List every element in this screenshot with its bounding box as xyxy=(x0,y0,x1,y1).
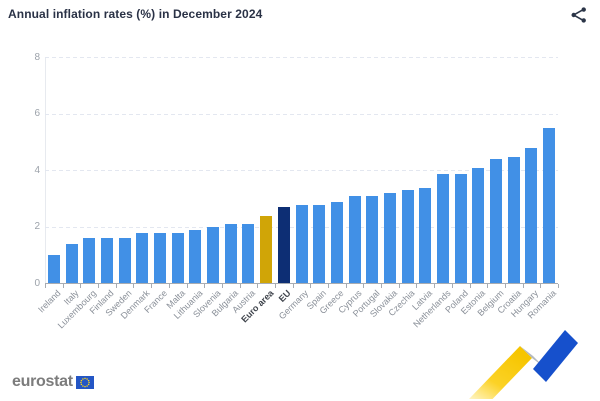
bar-euro-area[interactable] xyxy=(260,215,273,284)
y-axis-label-4: 4 xyxy=(34,164,40,176)
gridline-4 xyxy=(45,170,558,172)
bar-italy[interactable] xyxy=(65,244,78,284)
gridline-6 xyxy=(45,113,558,115)
x-axis-tick xyxy=(487,284,489,288)
y-axis-label-8: 8 xyxy=(34,51,40,63)
x-axis-tick xyxy=(204,284,206,288)
y-axis-label-2: 2 xyxy=(34,221,40,233)
gridline-8 xyxy=(45,57,558,59)
y-axis-label-0: 0 xyxy=(34,277,40,289)
x-axis-tick xyxy=(381,284,383,288)
bar-slovakia[interactable] xyxy=(383,193,396,284)
bar-croatia[interactable] xyxy=(507,156,520,284)
x-axis-tick xyxy=(98,284,100,288)
bar-finland[interactable] xyxy=(100,238,113,284)
share-icon xyxy=(571,7,586,23)
bar-cyprus[interactable] xyxy=(348,196,361,284)
x-axis-tick xyxy=(504,284,506,288)
bar-malta[interactable] xyxy=(171,232,184,284)
x-axis-tick xyxy=(292,284,294,288)
bar-hungary[interactable] xyxy=(525,148,538,284)
x-axis-tick xyxy=(274,284,276,288)
bar-bulgaria[interactable] xyxy=(224,224,237,284)
x-axis-tick xyxy=(45,284,46,288)
bar-eu[interactable] xyxy=(277,207,290,284)
bar-denmark[interactable] xyxy=(136,232,149,284)
x-axis-line xyxy=(45,283,558,284)
x-axis-tick xyxy=(451,284,453,288)
x-axis-tick xyxy=(151,284,153,288)
x-axis-tick xyxy=(434,284,436,288)
eurostat-wordmark: eurostat xyxy=(12,373,73,390)
x-axis-tick xyxy=(257,284,259,288)
x-axis-tick xyxy=(558,284,559,288)
bar-lithuania[interactable] xyxy=(189,229,202,284)
bar-spain[interactable] xyxy=(313,204,326,284)
bar-austria[interactable] xyxy=(242,224,255,284)
x-axis-tick xyxy=(221,284,223,288)
bar-netherlands[interactable] xyxy=(437,173,450,284)
x-axis-tick xyxy=(80,284,82,288)
x-axis-tick xyxy=(398,284,400,288)
x-axis-label-ireland: Ireland xyxy=(36,288,63,315)
x-axis-tick xyxy=(540,284,542,288)
chart-title: Annual inflation rates (%) in December 2… xyxy=(8,7,263,21)
eu-flag-icon xyxy=(75,375,94,389)
bar-romania[interactable] xyxy=(543,128,556,284)
x-axis-tick xyxy=(310,284,312,288)
bar-slovenia[interactable] xyxy=(207,227,220,284)
eurostat-logo-link[interactable]: eurostat xyxy=(12,373,94,391)
bar-estonia[interactable] xyxy=(472,167,485,284)
x-axis-tick xyxy=(363,284,365,288)
x-axis-tick xyxy=(62,284,64,288)
bar-poland[interactable] xyxy=(454,173,467,284)
bar-france[interactable] xyxy=(153,232,166,284)
bar-latvia[interactable] xyxy=(419,187,432,284)
bar-ireland[interactable] xyxy=(47,255,60,284)
x-axis-tick xyxy=(345,284,347,288)
x-axis-tick xyxy=(186,284,188,288)
x-axis-tick xyxy=(416,284,418,288)
bar-greece[interactable] xyxy=(330,201,343,284)
bar-sweden[interactable] xyxy=(118,238,131,284)
bar-portugal[interactable] xyxy=(366,196,379,284)
share-button[interactable] xyxy=(570,6,588,24)
x-axis-tick xyxy=(328,284,330,288)
x-axis-tick xyxy=(133,284,135,288)
x-axis-tick xyxy=(522,284,524,288)
x-axis-tick xyxy=(239,284,241,288)
bar-germany[interactable] xyxy=(295,204,308,284)
bar-luxembourg[interactable] xyxy=(83,238,96,284)
x-axis-tick xyxy=(115,284,117,288)
x-axis-tick xyxy=(168,284,170,288)
y-axis-label-6: 6 xyxy=(34,108,40,120)
bar-czechia[interactable] xyxy=(401,190,414,284)
x-axis-tick xyxy=(469,284,471,288)
bar-belgium[interactable] xyxy=(490,159,503,284)
